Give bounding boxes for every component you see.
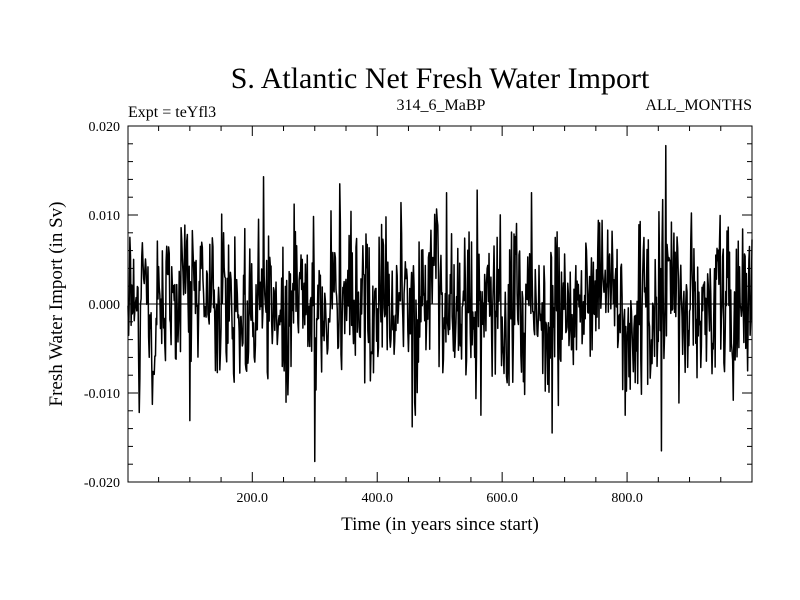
y-tick-label: 0.020 bbox=[89, 120, 121, 135]
x-axis-ticks: 200.0 400.0 600.0 800.0 bbox=[158, 126, 722, 506]
subtitle-period: 314_6_MaBP bbox=[397, 97, 486, 114]
series-layer bbox=[127, 144, 753, 463]
subtitle-months: ALL_MONTHS bbox=[645, 97, 752, 114]
y-tick-label: -0.020 bbox=[84, 476, 120, 491]
y-axis-label: Fresh Water Import (in Sv) bbox=[46, 202, 67, 407]
x-axis-label: Time (in years since start) bbox=[341, 514, 539, 535]
x-tick-label: 400.0 bbox=[361, 491, 393, 506]
subtitle-experiment: Expt = teYfl3 bbox=[128, 104, 216, 121]
y-tick-label: 0.000 bbox=[89, 298, 121, 313]
x-tick-label: 800.0 bbox=[611, 491, 643, 506]
x-tick-label: 600.0 bbox=[486, 491, 518, 506]
y-tick-label: 0.010 bbox=[89, 209, 121, 224]
chart-title: S. Atlantic Net Fresh Water Import bbox=[231, 62, 650, 95]
y-axis-ticks: 0.020 0.010 0.000 -0.010 -0.020 bbox=[84, 120, 752, 491]
x-tick-label: 200.0 bbox=[237, 491, 269, 506]
y-tick-label: -0.010 bbox=[84, 387, 120, 402]
series-line-0 bbox=[127, 144, 753, 463]
